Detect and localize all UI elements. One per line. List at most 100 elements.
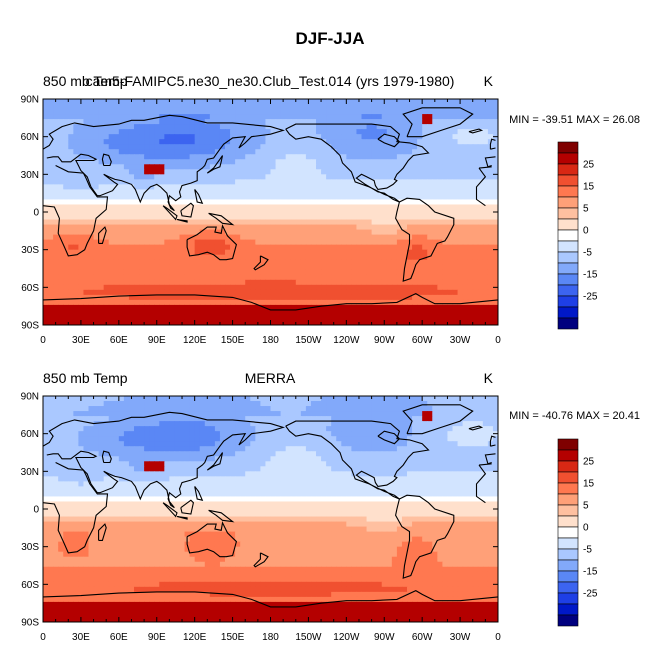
heatmap-cell: [73, 149, 79, 155]
heatmap-cell: [255, 269, 261, 276]
heatmap-cell: [128, 436, 135, 442]
heatmap-cell: [103, 164, 110, 170]
heatmap-cell: [422, 396, 428, 402]
heatmap-cell: [169, 149, 176, 155]
heatmap-cell: [58, 169, 64, 175]
heatmap-cell: [83, 169, 90, 175]
heatmap-cell: [381, 199, 388, 206]
heatmap-cell: [219, 426, 226, 432]
heatmap-cell: [53, 119, 59, 125]
heatmap-cell: [230, 164, 236, 170]
heatmap-cell: [401, 401, 408, 407]
heatmap-cell: [401, 219, 408, 226]
heatmap-cell: [386, 219, 393, 226]
heatmap-cell: [442, 229, 449, 236]
heatmap-cell: [78, 119, 85, 125]
heatmap-cell: [68, 214, 74, 221]
heatmap-cell: [361, 224, 368, 231]
heatmap-cell: [199, 149, 206, 155]
heatmap-cell: [310, 436, 317, 442]
heatmap-cell: [366, 259, 373, 266]
heatmap-cell: [93, 234, 100, 241]
heatmap-cell: [48, 114, 54, 120]
heatmap-cell: [184, 104, 191, 110]
heatmap-cell: [149, 244, 155, 251]
heatmap-cell: [58, 144, 64, 150]
heatmap-cell: [442, 254, 449, 261]
heatmap-cell: [457, 309, 464, 316]
heatmap-cell: [88, 239, 95, 246]
heatmap-cell: [108, 259, 115, 266]
heatmap-cell: [386, 259, 393, 266]
heatmap-cell: [341, 104, 347, 110]
heatmap-cell: [351, 294, 358, 301]
heatmap-cell: [68, 436, 74, 442]
heatmap-cell: [310, 254, 317, 261]
heatmap-cell: [98, 129, 105, 135]
heatmap-cell: [225, 264, 231, 271]
heatmap-cell: [432, 159, 438, 165]
heatmap-cell: [280, 249, 287, 256]
heatmap-cell: [199, 219, 206, 226]
heatmap-cell: [422, 114, 428, 120]
heatmap-cell: [199, 214, 206, 221]
heatmap-cell: [169, 416, 176, 422]
heatmap-cell: [336, 259, 342, 266]
heatmap-cell: [482, 104, 489, 110]
heatmap-cell: [275, 144, 282, 150]
heatmap-cell: [412, 279, 418, 286]
heatmap-cell: [204, 274, 211, 281]
heatmap-cell: [144, 224, 150, 231]
heatmap-cell: [452, 119, 459, 125]
heatmap-cell: [174, 159, 181, 165]
heatmap-cell: [457, 401, 464, 407]
heatmap-cell: [108, 129, 115, 135]
heatmap-cell: [265, 234, 272, 241]
heatmap-cell: [487, 314, 494, 321]
heatmap-cell: [184, 209, 191, 216]
heatmap-cell: [305, 279, 312, 286]
heatmap-cell: [447, 159, 454, 165]
heatmap-cell: [43, 149, 49, 155]
heatmap-cell: [492, 314, 498, 321]
heatmap-cell: [356, 314, 363, 321]
heatmap-cell: [134, 274, 140, 281]
heatmap-cell: [427, 244, 433, 251]
heatmap-cell: [209, 431, 216, 437]
heatmap-cell: [417, 164, 423, 170]
heatmap-cell: [63, 204, 69, 211]
heatmap-cell: [199, 254, 206, 261]
heatmap-cell: [391, 421, 398, 427]
heatmap-cell: [356, 169, 363, 175]
heatmap-cell: [467, 269, 474, 276]
heatmap-cell: [63, 154, 69, 160]
heatmap-cell: [169, 194, 176, 201]
heatmap-cell: [316, 314, 322, 321]
heatmap-cell: [199, 194, 206, 201]
heatmap-cell: [341, 426, 347, 432]
heatmap-cell: [83, 224, 90, 231]
heatmap-cell: [48, 319, 54, 325]
heatmap-cell: [361, 396, 368, 402]
heatmap-cell: [265, 149, 272, 155]
heatmap-cell: [492, 274, 498, 281]
heatmap-cell: [452, 319, 459, 325]
heatmap-cell: [326, 239, 332, 246]
heatmap-cell: [381, 279, 388, 286]
heatmap-cell: [235, 426, 241, 432]
heatmap-cell: [412, 209, 418, 216]
heatmap-cell: [73, 436, 79, 442]
coastline: [98, 226, 107, 244]
heatmap-cell: [346, 154, 352, 160]
heatmap-cell: [417, 214, 423, 221]
heatmap-cell: [401, 194, 408, 201]
heatmap-cell: [437, 421, 443, 427]
heatmap-cell: [255, 239, 261, 246]
heatmap-cell: [245, 289, 251, 296]
heatmap-cell: [487, 204, 494, 211]
heatmap-cell: [386, 289, 393, 296]
heatmap-cell: [477, 149, 484, 155]
heatmap-cell: [88, 406, 95, 412]
heatmap-cell: [159, 309, 165, 316]
heatmap-cell: [316, 229, 322, 236]
